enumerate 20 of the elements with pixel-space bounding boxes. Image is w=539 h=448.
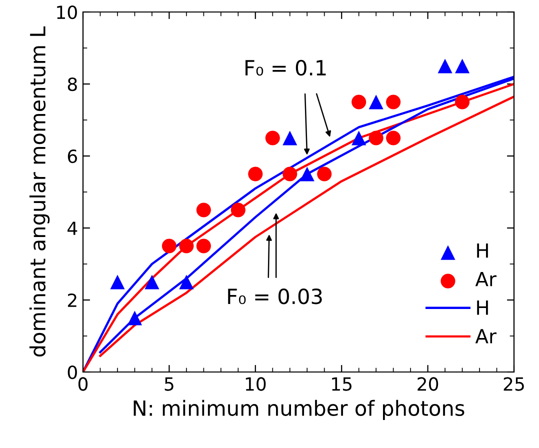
legend-label: Ar xyxy=(475,329,496,344)
x-tick-label: 5 xyxy=(164,377,174,391)
x-tick-label: 0 xyxy=(78,377,88,391)
x-axis-title: N: minimum number of photons xyxy=(134,400,464,420)
y-tick-label: 0 xyxy=(68,365,77,380)
legend-label: H xyxy=(477,300,488,315)
legend-label: H xyxy=(477,243,488,258)
x-tick-label: 20 xyxy=(418,377,438,391)
y-axis-title: dominant angular momentum L xyxy=(29,26,50,357)
x-tick-label: 10 xyxy=(246,377,266,391)
y-tick-label: 2 xyxy=(68,293,76,307)
annotation: F₀ = 0.03 xyxy=(228,288,322,304)
y-tick-label: 6 xyxy=(68,149,77,164)
y-tick-label: 8 xyxy=(68,77,77,92)
annotation: F₀ = 0.1 xyxy=(246,60,326,76)
x-tick-label: 25 xyxy=(504,377,524,391)
legend-label: Ar xyxy=(475,272,496,286)
y-tick-label: 10 xyxy=(57,5,77,20)
y-tick-label: 4 xyxy=(68,222,78,235)
x-tick-label: 15 xyxy=(332,377,352,391)
